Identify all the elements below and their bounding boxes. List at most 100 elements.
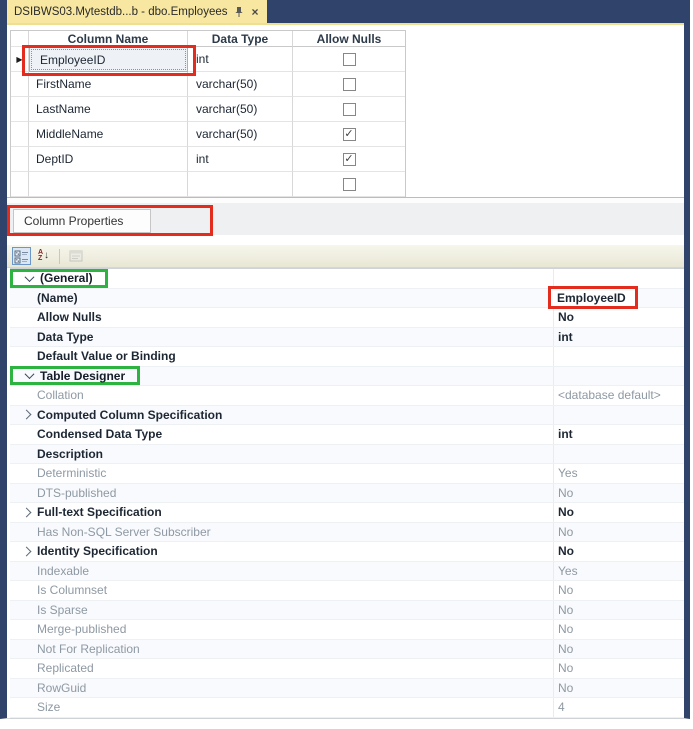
property-label-wrap: Allow Nulls: [10, 308, 102, 327]
allow-nulls-checkbox[interactable]: [342, 77, 356, 91]
property-value-cell[interactable]: No: [553, 581, 684, 600]
allow-nulls-checkbox[interactable]: [342, 102, 356, 116]
property-row: Is Columnset No: [10, 581, 684, 601]
column-name-cell[interactable]: DeptID: [29, 147, 188, 172]
property-label-wrap: Full-text Specification: [10, 503, 162, 522]
row-selector-cell[interactable]: ▶: [11, 47, 29, 72]
property-value-cell[interactable]: [553, 366, 684, 385]
property-value: int: [558, 427, 573, 442]
expander-icon[interactable]: [24, 271, 35, 282]
tab-column-properties[interactable]: Column Properties: [13, 208, 151, 233]
property-value-wrap: [554, 269, 558, 288]
close-icon[interactable]: ×: [251, 4, 259, 19]
allow-nulls-checkbox[interactable]: ✓: [342, 152, 356, 166]
pin-icon[interactable]: [234, 6, 244, 18]
expander-icon[interactable]: [21, 507, 32, 518]
column-name-text: EmployeeID: [40, 52, 106, 67]
property-value-cell[interactable]: No: [553, 620, 684, 639]
table-row: FirstName varchar(50): [11, 72, 405, 97]
expander-icon[interactable]: [24, 369, 35, 380]
column-name-cell[interactable]: MiddleName: [29, 122, 188, 147]
categorized-icon[interactable]: [12, 247, 31, 265]
property-row: Computed Column Specification: [10, 405, 684, 425]
data-type-cell[interactable]: int: [188, 147, 293, 172]
property-value-cell[interactable]: 4: [553, 698, 684, 717]
property-value-cell[interactable]: Yes: [553, 561, 684, 580]
property-value-cell[interactable]: No: [553, 503, 684, 522]
table-row: LastName varchar(50): [11, 97, 405, 122]
property-value-cell[interactable]: No: [553, 600, 684, 619]
property-value: No: [558, 680, 574, 695]
property-name: Default Value or Binding: [37, 349, 176, 364]
property-row: Indexable Yes: [10, 561, 684, 581]
table-row: MiddleName varchar(50) ✓: [11, 122, 405, 147]
property-row: Not For Replication No: [10, 639, 684, 659]
property-value-cell[interactable]: No: [553, 542, 684, 561]
column-properties-panel: Column Properties: [7, 203, 684, 719]
expander-icon[interactable]: [21, 409, 32, 420]
property-label-cell: Condensed Data Type: [10, 425, 553, 444]
property-label-wrap: (Name): [10, 288, 78, 307]
property-value: EmployeeID: [557, 290, 626, 305]
allow-nulls-checkbox[interactable]: ✓: [342, 127, 356, 141]
row-selector-cell[interactable]: [11, 72, 29, 97]
allow-nulls-cell: [293, 172, 405, 197]
property-value-wrap: <database default>: [554, 386, 661, 405]
column-name-header: Column Name: [29, 31, 188, 47]
property-value-cell[interactable]: Yes: [553, 464, 684, 483]
property-row: Replicated No: [10, 659, 684, 679]
data-type-cell[interactable]: varchar(50): [188, 122, 293, 147]
property-value-cell[interactable]: int: [553, 327, 684, 346]
data-type-cell[interactable]: varchar(50): [188, 97, 293, 122]
property-value-cell[interactable]: [553, 269, 684, 288]
property-value-cell[interactable]: <database default>: [553, 386, 684, 405]
property-value-cell[interactable]: No: [553, 639, 684, 658]
expander-icon[interactable]: [21, 546, 32, 557]
row-selector-cell[interactable]: [11, 172, 29, 197]
property-label-cell: Full-text Specification: [10, 503, 553, 522]
pane-splitter[interactable]: [7, 197, 684, 203]
property-label-cell: (General): [10, 268, 553, 288]
allow-nulls-cell: [293, 97, 405, 122]
column-name-cell[interactable]: [29, 172, 188, 197]
property-value-cell[interactable]: int: [553, 425, 684, 444]
property-value: 4: [558, 700, 565, 715]
allow-nulls-checkbox[interactable]: [342, 177, 356, 191]
document-tab-bar: DSIBWS03.Mytestdb...b - dbo.Employees ×: [7, 0, 684, 25]
data-type-cell[interactable]: varchar(50): [188, 72, 293, 97]
column-name-cell[interactable]: FirstName: [29, 72, 188, 97]
property-label-cell: DTS-published: [10, 484, 553, 503]
property-value-cell[interactable]: No: [553, 522, 684, 541]
column-name-cell[interactable]: EmployeeID: [22, 45, 196, 76]
property-value-cell[interactable]: [553, 347, 684, 366]
property-value-cell[interactable]: No: [553, 678, 684, 697]
row-selector-cell[interactable]: [11, 147, 29, 172]
property-label-wrap: Condensed Data Type: [10, 425, 162, 444]
row-selector-cell[interactable]: [11, 122, 29, 147]
property-value-wrap: No: [554, 659, 573, 678]
property-value-cell[interactable]: No: [553, 659, 684, 678]
allow-nulls-checkbox[interactable]: [342, 52, 356, 66]
property-value-cell[interactable]: EmployeeID: [548, 286, 684, 310]
document-tab[interactable]: DSIBWS03.Mytestdb...b - dbo.Employees ×: [7, 0, 267, 23]
column-name-cell[interactable]: LastName: [29, 97, 188, 122]
data-type-cell[interactable]: int: [188, 47, 293, 72]
property-name: Data Type: [37, 329, 94, 344]
property-name: Size: [37, 700, 61, 715]
property-value-cell[interactable]: [553, 444, 684, 463]
sort-alphabetical-icon[interactable]: A Z ↓: [34, 247, 53, 265]
table-row: [11, 172, 405, 197]
property-value: No: [558, 661, 574, 676]
data-type-cell[interactable]: [188, 172, 293, 197]
property-label-cell: Allow Nulls: [10, 308, 553, 327]
row-selector-cell[interactable]: [11, 97, 29, 122]
property-value-cell[interactable]: No: [553, 308, 684, 327]
designer-grid-header: Column Name Data Type Allow Nulls: [11, 31, 405, 47]
property-value-cell[interactable]: [553, 405, 684, 424]
property-label-wrap: Collation: [10, 386, 84, 405]
allow-nulls-cell: ✓: [293, 147, 405, 172]
property-value-cell[interactable]: No: [553, 483, 684, 502]
property-row: Has Non-SQL Server Subscriber No: [10, 522, 684, 542]
